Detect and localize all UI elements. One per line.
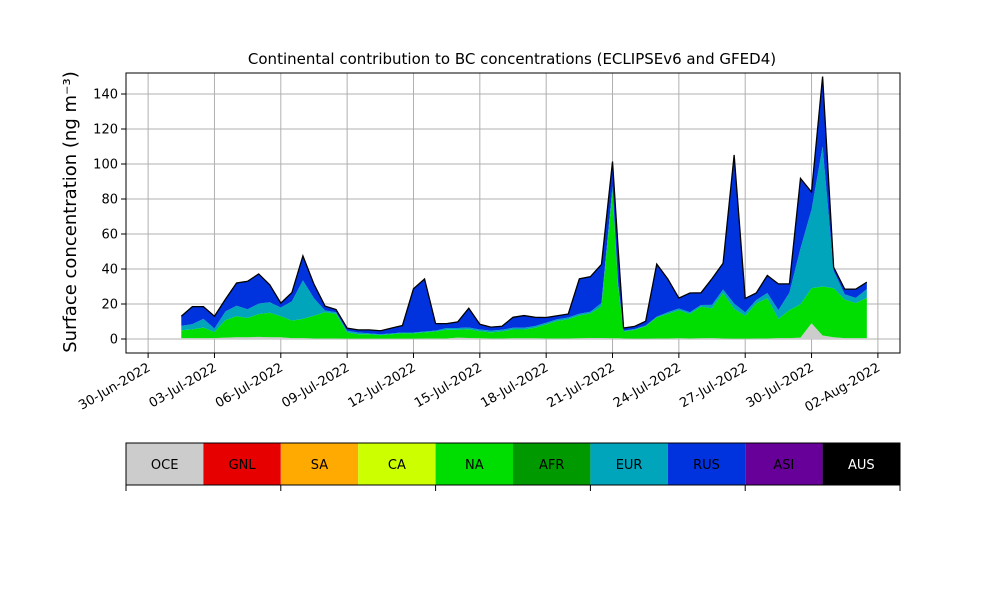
y-tick-label: 100 <box>93 158 118 173</box>
legend-label-afr: AFR <box>539 458 564 473</box>
legend-label-gnl: GNL <box>229 458 257 473</box>
area-eur <box>181 146 867 336</box>
y-tick-label: 140 <box>93 88 118 103</box>
legend-swatch-eur <box>590 443 668 485</box>
legend-swatch-oce <box>126 443 204 485</box>
area-rus <box>181 76 867 335</box>
legend-label-sa: SA <box>311 458 328 473</box>
y-tick-label: 40 <box>101 263 118 278</box>
area-oce <box>181 323 867 339</box>
y-tick-label: 20 <box>101 298 118 313</box>
legend-swatch-na <box>435 443 513 485</box>
legend-frame <box>125 442 901 486</box>
axes-frame <box>125 72 901 354</box>
legend-label-ca: CA <box>388 458 406 473</box>
y-tick-label: 80 <box>101 193 118 208</box>
legend-swatch-rus <box>667 443 746 485</box>
y-tick-label: 0 <box>110 333 118 348</box>
legend-swatch-gnl <box>203 443 281 485</box>
legend-label-na: NA <box>465 458 484 473</box>
chart-title: Continental contribution to BC concentra… <box>248 50 776 68</box>
y-tick-label: 120 <box>93 123 118 138</box>
legend: OCE GNL SA CA NA AFR EUR RUS ASI AUS <box>125 442 901 491</box>
legend-label-oce: OCE <box>151 458 179 473</box>
total-line <box>180 76 868 332</box>
legend-swatch-ca <box>358 443 436 485</box>
area-na <box>181 191 867 339</box>
legend-label-rus: RUS <box>693 458 720 473</box>
legend-label-asi: ASI <box>773 458 794 473</box>
legend-swatch-sa <box>280 443 359 485</box>
legend-swatch-afr <box>513 443 591 485</box>
legend-swatch-asi <box>745 443 823 485</box>
legend-label-eur: EUR <box>616 458 643 473</box>
y-axis-label: Surface concentration (ng m⁻³) <box>60 71 81 353</box>
legend-label-aus: AUS <box>848 458 875 473</box>
legend-swatch-aus <box>822 443 900 485</box>
y-tick-label: 60 <box>101 228 118 243</box>
